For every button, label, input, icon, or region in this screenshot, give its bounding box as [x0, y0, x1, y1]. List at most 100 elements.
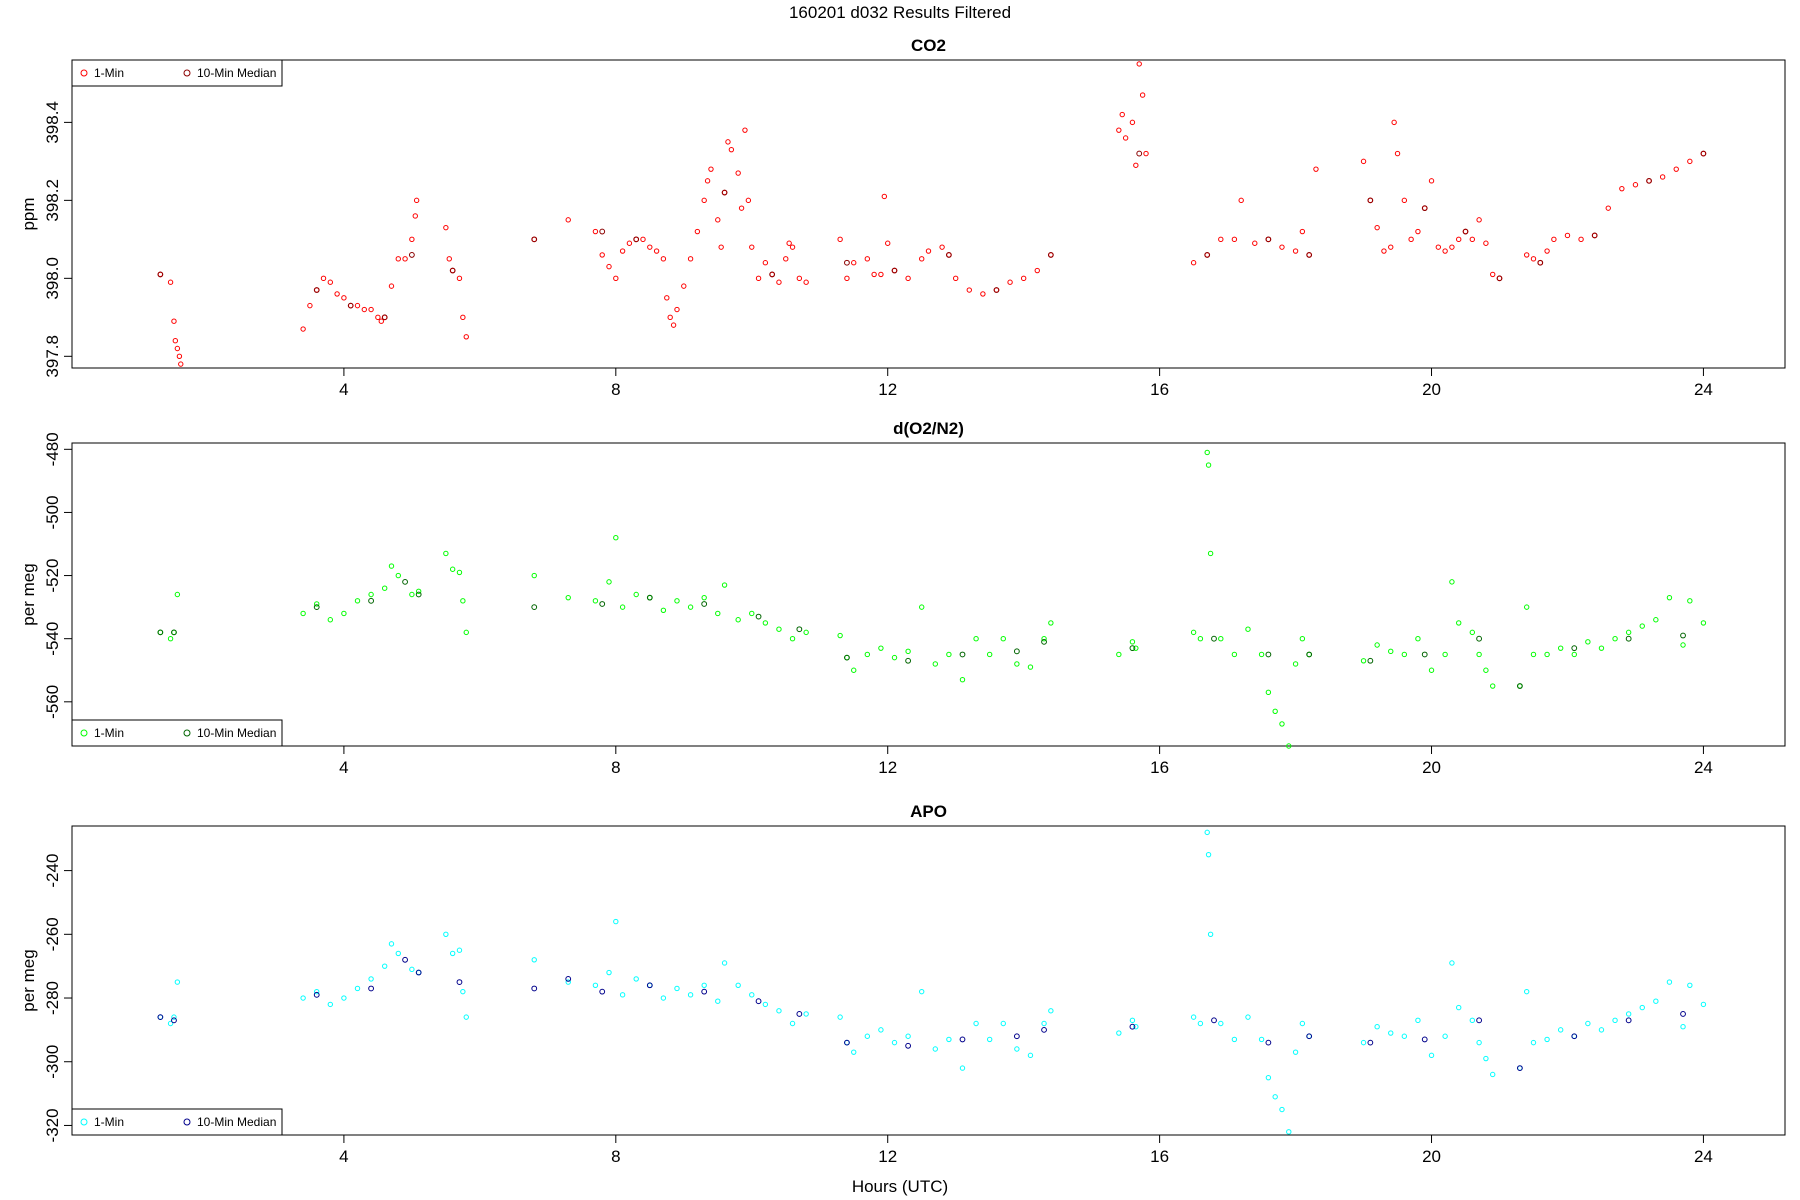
data-point [1218, 1020, 1224, 1027]
data-point [749, 610, 755, 617]
x-tick-label: 12 [878, 1147, 897, 1166]
data-point [167, 1020, 174, 1027]
panel-title: CO2 [911, 36, 946, 55]
plot-frame [71, 825, 1786, 1136]
data-point [1211, 635, 1217, 642]
data-point [1367, 197, 1374, 204]
data-point [1469, 1017, 1476, 1024]
data-point [1421, 205, 1428, 212]
data-point [565, 217, 571, 223]
panels: CO2 4 8 12 16 20 24 397.8 398.0 398.2 398.4 ppm 1-Mi… [19, 36, 1786, 1166]
data-point [844, 1039, 850, 1046]
data-point [1041, 635, 1047, 642]
data-point [633, 591, 639, 598]
data-point [837, 1014, 843, 1020]
y-tick-label: -520 [43, 559, 62, 593]
data-point [1218, 236, 1224, 243]
data-point [851, 260, 857, 266]
data-point [1133, 162, 1139, 168]
data-point [1639, 623, 1645, 629]
data-point [449, 950, 456, 957]
panel-title: d(O2/N2) [893, 419, 964, 438]
data-point [1143, 150, 1149, 157]
data-point [919, 256, 925, 262]
data-point [803, 279, 809, 285]
data-point [1374, 1023, 1380, 1030]
data-point [1027, 1052, 1034, 1059]
data-point [460, 988, 466, 995]
data-point [1272, 708, 1278, 714]
data-point [776, 1008, 782, 1014]
legend-box [71, 1108, 283, 1136]
data-point [1700, 620, 1707, 626]
data-point [313, 604, 320, 611]
data-point [381, 314, 388, 321]
data-point [708, 166, 714, 172]
data-point [1435, 244, 1442, 250]
data-point [606, 579, 612, 585]
data-point [667, 314, 673, 321]
data-point [1523, 252, 1530, 258]
data-point [1207, 550, 1214, 557]
data-point [1653, 617, 1659, 623]
data-point [1279, 1106, 1285, 1113]
data-point [1231, 651, 1238, 658]
data-point [1442, 1033, 1448, 1039]
x-tick-label: 8 [611, 758, 620, 777]
data-point [905, 275, 911, 282]
data-point [1557, 1027, 1564, 1033]
data-point [531, 957, 537, 963]
data-point [1659, 174, 1666, 180]
data-point [1666, 979, 1673, 985]
data-point [388, 941, 395, 947]
legend: 1-Min 10-Min Median [71, 59, 283, 87]
legend-swatch [80, 69, 88, 77]
data-point [1306, 252, 1313, 258]
data-point [1197, 1020, 1204, 1027]
data-point [681, 283, 687, 289]
data-point [1265, 689, 1272, 696]
data-point [1421, 1036, 1428, 1043]
data-point [1523, 604, 1530, 610]
data-point [1279, 244, 1285, 250]
data-point [456, 947, 463, 953]
data-point [905, 1042, 912, 1049]
data-point [864, 256, 871, 262]
data-point [599, 252, 605, 258]
data-point [640, 236, 646, 243]
data-point [176, 353, 183, 360]
data-point [1490, 1071, 1496, 1078]
legend-swatch [183, 729, 191, 737]
data-point [388, 563, 395, 569]
data-point [776, 279, 782, 285]
panel-1: CO2 4 8 12 16 20 24 397.8 398.0 398.2 398.4 ppm 1-Mi… [19, 36, 1786, 399]
series-1 [157, 61, 1707, 367]
data-point [1136, 150, 1143, 157]
legend-label: 10-Min Median [197, 726, 276, 740]
data-point [881, 193, 888, 200]
data-point [728, 146, 735, 153]
data-point [1619, 185, 1625, 192]
data-point [1571, 651, 1577, 658]
data-point [1000, 1020, 1006, 1027]
data-point [456, 569, 463, 576]
data-point [1449, 960, 1455, 966]
data-point [1205, 851, 1212, 858]
data-point [341, 995, 347, 1001]
data-point [1415, 635, 1421, 642]
data-point [619, 248, 626, 254]
data-point [769, 271, 776, 278]
data-point [633, 236, 640, 243]
data-point [687, 256, 694, 262]
data-point [1211, 1017, 1217, 1024]
data-point [606, 969, 612, 976]
data-point [408, 252, 415, 258]
data-point [1442, 651, 1448, 658]
y-tick-label: 397.8 [43, 335, 62, 378]
data-point [1476, 635, 1483, 642]
data-point [1013, 648, 1020, 655]
data-point [905, 657, 912, 664]
data-point [674, 306, 680, 313]
data-point [1544, 1036, 1550, 1043]
